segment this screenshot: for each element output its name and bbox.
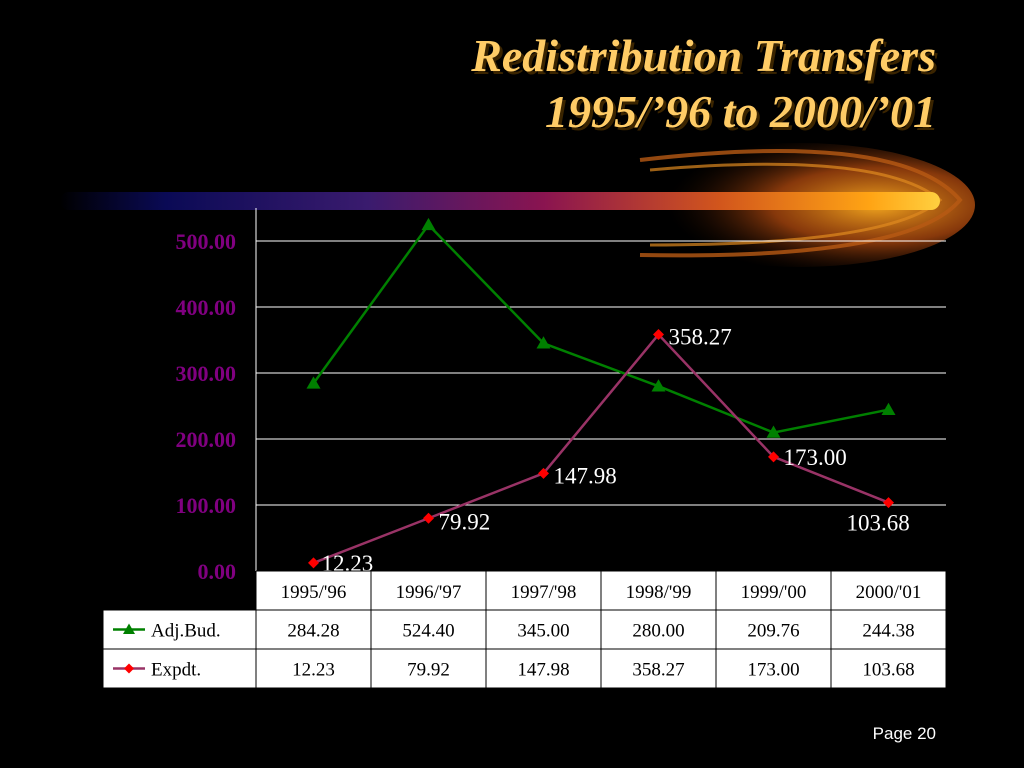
table-cell: 244.38 xyxy=(862,621,914,642)
table-cell: 103.68 xyxy=(862,660,914,681)
table-cell: 173.00 xyxy=(747,660,799,681)
data-label: 358.27 xyxy=(669,325,732,350)
legend-entry: Expdt. xyxy=(151,660,201,681)
table-cell: 147.98 xyxy=(517,660,569,681)
series-line-adj-bud xyxy=(312,222,889,434)
plot-area: 0.00100.00200.00300.00400.00500.0012.237… xyxy=(176,208,946,584)
category-label: 2000/'01 xyxy=(856,582,922,603)
data-label: 173.00 xyxy=(784,445,847,470)
decorative-swoosh xyxy=(60,143,975,267)
data-table: 1995/'96 1996/'97 1997/'98 1998/'99 1999/'00… xyxy=(102,570,947,689)
slide-title: Redistribution Transfers 1995/’96 to 200… xyxy=(471,28,936,140)
page-number: Page 20 xyxy=(872,724,936,743)
table-cell: 209.76 xyxy=(747,621,799,642)
adj-bud-point xyxy=(766,425,781,438)
category-label: 1997/'98 xyxy=(511,582,577,603)
expdt-point xyxy=(653,329,664,341)
expdt-point xyxy=(538,467,549,479)
data-label: 79.92 xyxy=(439,509,491,534)
y-tick-label: 0.00 xyxy=(198,559,237,584)
legend-entry: Adj.Bud. xyxy=(151,621,221,642)
data-label: 103.68 xyxy=(847,511,910,536)
legend-marker xyxy=(124,663,134,674)
data-label: 147.98 xyxy=(554,463,617,488)
y-tick-label: 100.00 xyxy=(176,493,237,518)
adj-bud-point xyxy=(536,336,551,349)
adj-bud-point xyxy=(651,379,666,392)
table-cell: 79.92 xyxy=(407,660,450,681)
table-cell: 358.27 xyxy=(632,660,684,681)
category-label: 1996/'97 xyxy=(396,582,462,603)
expdt-point xyxy=(423,512,434,524)
adj-bud-point xyxy=(881,402,896,415)
expdt-point xyxy=(308,557,319,569)
category-label: 1999/'00 xyxy=(741,582,807,603)
legend-marker xyxy=(123,623,135,634)
expdt-point xyxy=(768,451,779,463)
table-cell: 280.00 xyxy=(632,621,684,642)
table-cell: 12.23 xyxy=(292,660,335,681)
table-cell: 284.28 xyxy=(287,621,339,642)
y-tick-label: 300.00 xyxy=(176,361,237,386)
adj-bud-point xyxy=(421,217,436,231)
adj-bud-point xyxy=(306,376,321,389)
expdt-point xyxy=(883,497,894,509)
category-label: 1995/'96 xyxy=(281,582,347,603)
category-label: 1998/'99 xyxy=(626,582,692,603)
y-tick-label: 200.00 xyxy=(176,427,237,452)
table-cell: 345.00 xyxy=(517,621,569,642)
title-line-1: Redistribution Transfers xyxy=(471,30,936,81)
table-cell: 524.40 xyxy=(402,621,454,642)
series-line-expdt xyxy=(313,332,889,565)
y-tick-label: 500.00 xyxy=(176,229,237,254)
y-tick-label: 400.00 xyxy=(176,295,237,320)
title-line-2: 1995/’96 to 2000/’01 xyxy=(545,86,936,137)
